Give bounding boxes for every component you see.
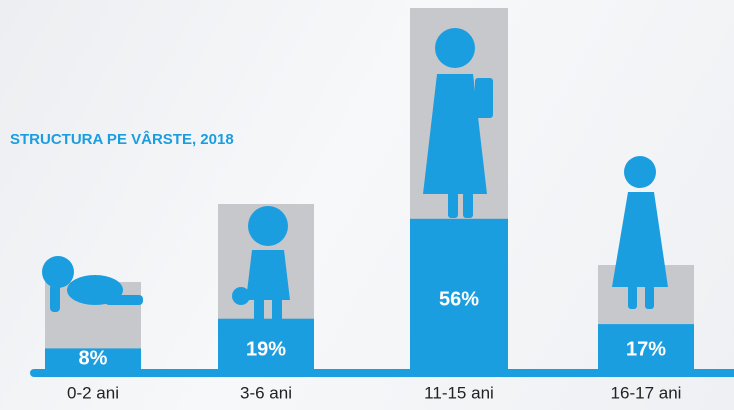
value-label: 8% <box>79 347 108 369</box>
value-label: 56% <box>439 289 479 311</box>
x-tick-label: 3-6 ani <box>240 383 292 402</box>
value-label: 19% <box>246 338 286 360</box>
chart-title: STRUCTURA PE VÂRSTE, 2018 <box>10 130 234 148</box>
x-tick-label: 11-15 ani <box>424 383 494 402</box>
x-tick-label: 0-2 ani <box>67 383 119 402</box>
decoration <box>42 8 694 372</box>
value-label: 17% <box>626 338 666 360</box>
x-tick-label: 16-17 ani <box>611 383 682 402</box>
chart: STRUCTURA PE VÂRSTE, 2018 <box>0 0 734 410</box>
